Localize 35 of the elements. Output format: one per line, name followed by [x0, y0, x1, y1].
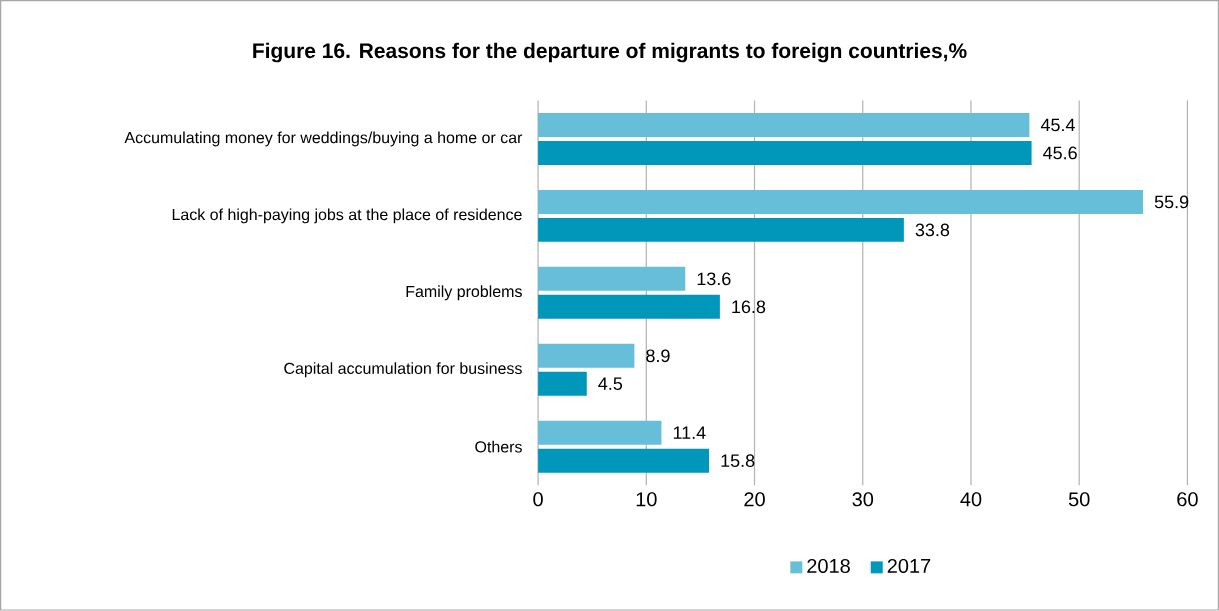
y-tick-label: Family problems — [406, 285, 522, 301]
x-tick-label: 10 — [636, 492, 657, 507]
x-tick-label: 60 — [1177, 492, 1198, 507]
x-tick-label: 20 — [744, 492, 765, 507]
data-label: 11.4 — [673, 426, 706, 440]
bar — [538, 343, 635, 368]
data-label: 13.6 — [697, 272, 731, 286]
y-tick-label: Capital accumulation for business — [284, 362, 522, 378]
data-label: 16.8 — [732, 300, 766, 314]
legend-label: 2018 — [807, 559, 850, 574]
legend-label: 2017 — [887, 559, 931, 574]
bar — [538, 420, 662, 445]
x-tick-label: 40 — [960, 492, 982, 507]
bar — [538, 190, 1144, 215]
y-tick-label: Accumulating money for weddings/buying a home or car — [124, 131, 523, 147]
bar — [538, 295, 720, 319]
data-label: 15.8 — [721, 454, 755, 468]
bar — [538, 141, 1032, 166]
data-label: 33.8 — [915, 223, 950, 237]
x-tick-label: 0 — [533, 492, 543, 507]
bar — [538, 448, 710, 473]
bar — [538, 371, 587, 396]
data-label: 8.9 — [646, 349, 670, 363]
y-tick-label: Others — [475, 440, 522, 453]
y-tick-label: Lack of high-paying jobs at the place of residence — [172, 208, 522, 224]
x-tick-label: 50 — [1068, 492, 1090, 507]
data-label: 45.4 — [1040, 118, 1075, 132]
bar — [538, 267, 686, 292]
bar — [538, 113, 1030, 138]
data-label: 4.5 — [598, 377, 623, 391]
data-label: 45.6 — [1043, 146, 1077, 160]
data-label: 55.9 — [1154, 195, 1189, 209]
chart-title: Figure 16. Reasons for the departure of migrants to foreign countries,% — [253, 42, 967, 63]
bar — [538, 218, 904, 243]
x-tick-label: 30 — [852, 492, 874, 507]
